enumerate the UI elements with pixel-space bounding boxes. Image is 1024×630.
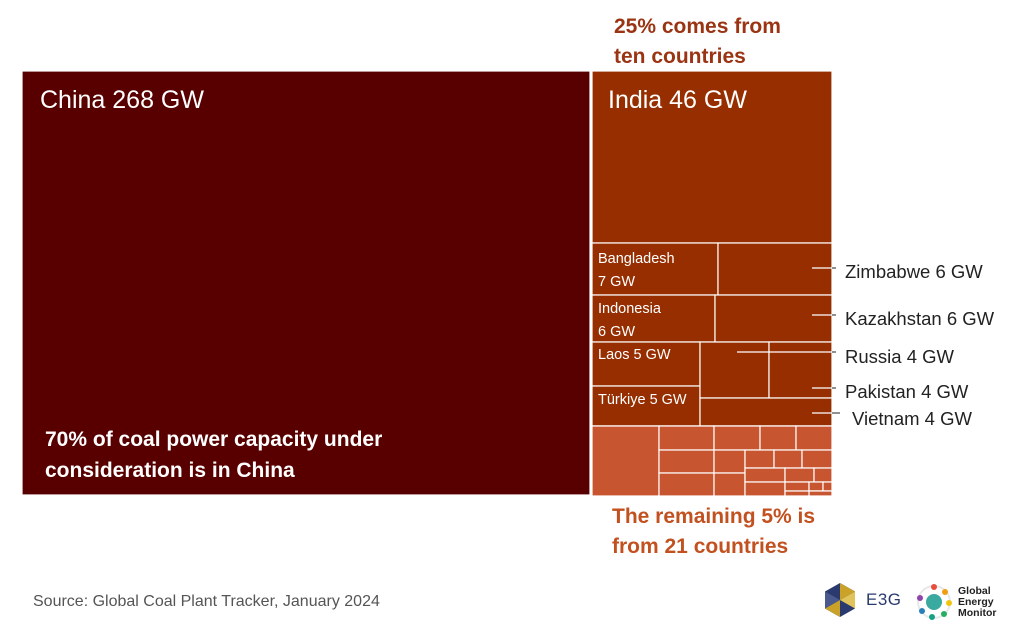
treemap-cell-china — [21, 70, 591, 496]
e3g-logo-text: E3G — [866, 590, 902, 609]
treemap-cell-remaining-4 — [759, 425, 797, 451]
treemap-cell-russia — [699, 341, 770, 399]
treemap-cell-remaining-10 — [744, 449, 775, 469]
treemap-cell-india — [591, 70, 833, 244]
label-indonesia-name: Indonesia — [598, 301, 662, 317]
treemap-cell-remaining-1 — [591, 425, 660, 497]
label-pakistan: Pakistan 4 GW — [845, 381, 969, 402]
treemap-cell-remaining-9 — [713, 472, 746, 497]
treemap-cell-remaining-15 — [813, 467, 833, 483]
treemap-cell-remaining-8 — [713, 449, 746, 474]
gem-logo-line-2: Energy — [958, 595, 994, 608]
label-turkiye: Türkiye 5 GW — [598, 392, 687, 408]
treemap-cell-remaining-11 — [773, 449, 803, 469]
treemap-cell-remaining-12 — [801, 449, 833, 469]
treemap-cell-remaining-2 — [658, 425, 715, 451]
treemap-cell-remaining-18 — [808, 481, 824, 492]
treemap-cell-pakistan — [768, 341, 833, 399]
label-bangladesh-value: 7 GW — [598, 274, 635, 290]
e3g-logo-mark — [825, 583, 855, 617]
china-annotation: 70% of coal power capacity under conside… — [45, 424, 465, 486]
treemap-cell-remaining-16 — [744, 481, 786, 497]
bottom-annotation-line-2: from 21 countries — [612, 535, 789, 558]
treemap-cell-vietnam — [699, 397, 833, 427]
label-china: China 268 GW — [40, 86, 204, 114]
top-annotation: 25% comes from ten countries — [614, 12, 844, 72]
label-zimbabwe: Zimbabwe 6 GW — [845, 261, 983, 282]
gem-logo-line-3: Monitor — [958, 606, 997, 619]
china-annotation-line-2: consideration is in China — [45, 459, 295, 482]
treemap-cell-zimbabwe — [717, 242, 833, 296]
bottom-annotation: The remaining 5% is from 21 countries — [612, 502, 852, 562]
treemap-cell-remaining-3 — [713, 425, 761, 451]
gem-logo-line-1: Global — [958, 584, 991, 597]
china-annotation-line-1: 70% of coal power capacity under — [45, 428, 383, 451]
source-note: Source: Global Coal Plant Tracker, Janua… — [33, 593, 380, 610]
treemap-cell-remaining-13 — [744, 467, 786, 483]
label-laos: Laos 5 GW — [598, 347, 671, 363]
label-bangladesh-name: Bangladesh — [598, 251, 675, 267]
treemap-cell-remaining-17 — [784, 481, 810, 492]
treemap-cell-bangladesh — [591, 242, 719, 296]
e3g-logo: E3G — [822, 580, 912, 620]
treemap-cell-remaining-7 — [658, 472, 715, 497]
top-annotation-line-2: ten countries — [614, 45, 746, 68]
bottom-annotation-line-1: The remaining 5% is — [612, 505, 816, 528]
label-kazakhstan: Kazakhstan 6 GW — [845, 308, 995, 329]
treemap-cell-remaining-5 — [795, 425, 833, 451]
label-russia: Russia 4 GW — [845, 346, 955, 367]
gem-logo-text: Global Energy Monitor — [958, 584, 997, 619]
treemap-cell-remaining-6 — [658, 449, 715, 474]
gem-logo: Global Energy Monitor — [916, 580, 1016, 624]
treemap-cell-t-rkiye — [591, 385, 701, 427]
treemap-cell-kazakhstan — [714, 294, 833, 343]
label-vietnam: Vietnam 4 GW — [852, 408, 972, 429]
treemap-cell-remaining-21 — [808, 490, 833, 497]
top-annotation-line-1: 25% comes from — [614, 15, 781, 38]
label-indonesia-value: 6 GW — [598, 324, 635, 340]
treemap-cell-remaining-14 — [784, 467, 815, 483]
treemap-cell-remaining-19 — [822, 481, 833, 492]
label-india: India 46 GW — [608, 86, 747, 114]
gem-logo-mark — [917, 584, 952, 620]
